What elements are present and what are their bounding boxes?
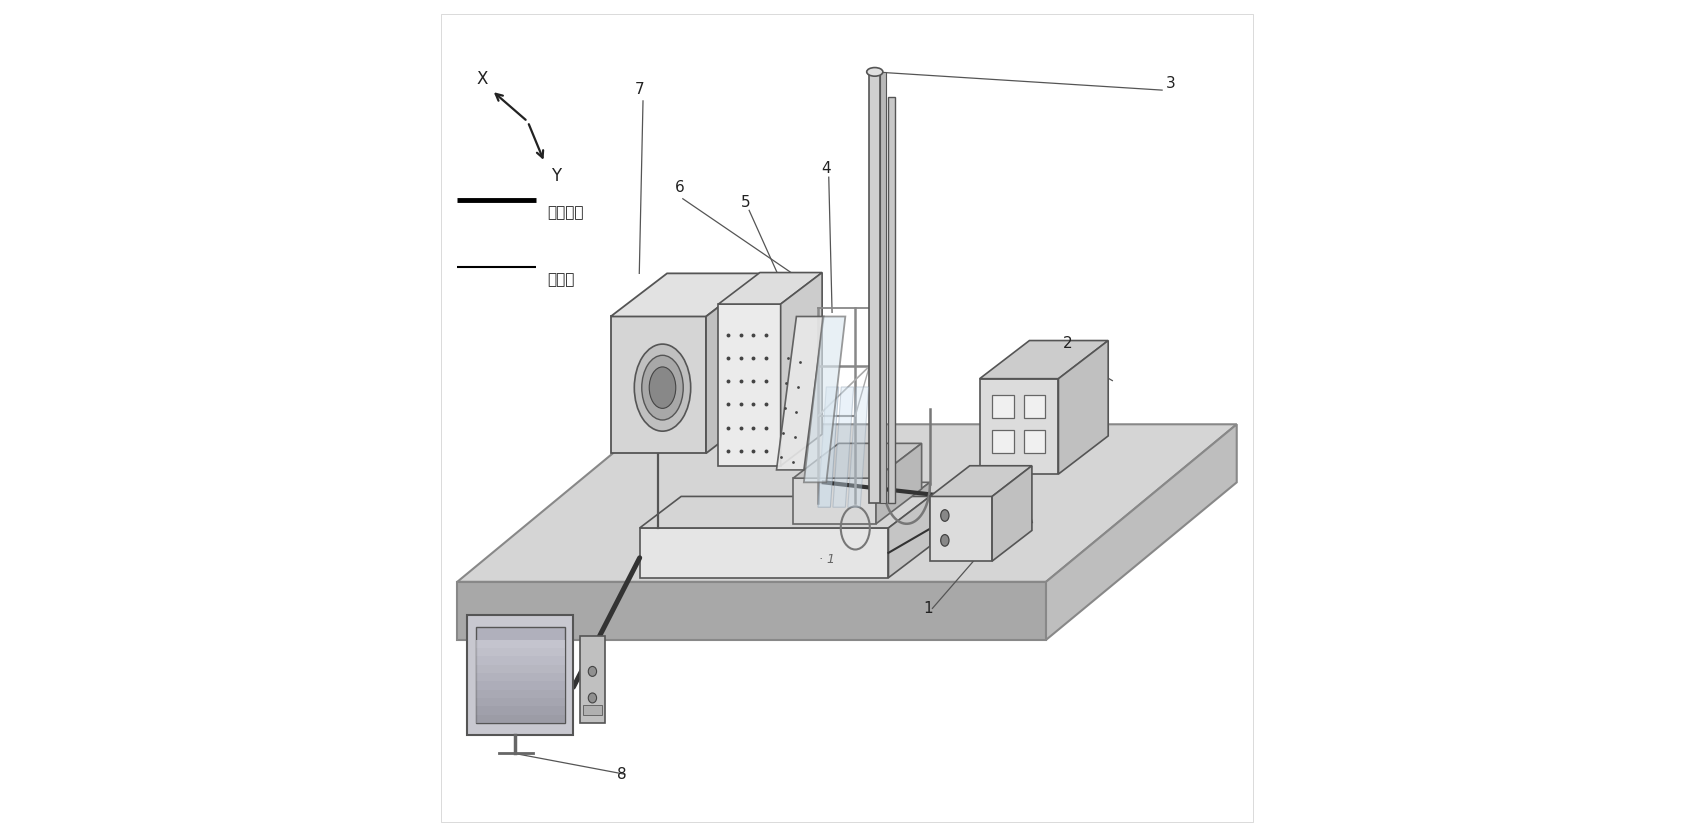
Polygon shape bbox=[930, 497, 993, 561]
Bar bbox=[476, 681, 566, 690]
Ellipse shape bbox=[588, 666, 596, 676]
Text: · 1: · 1 bbox=[818, 552, 835, 566]
Polygon shape bbox=[718, 304, 781, 466]
Text: 入射光纤: 入射光纤 bbox=[547, 206, 583, 220]
Bar bbox=[1023, 395, 1045, 418]
Polygon shape bbox=[640, 497, 930, 528]
Polygon shape bbox=[888, 497, 930, 577]
Polygon shape bbox=[776, 316, 823, 470]
Polygon shape bbox=[640, 528, 888, 577]
Polygon shape bbox=[979, 379, 1059, 474]
Bar bbox=[583, 705, 601, 715]
Polygon shape bbox=[847, 387, 869, 508]
Text: 4: 4 bbox=[822, 161, 832, 176]
Polygon shape bbox=[781, 522, 876, 557]
Text: X: X bbox=[476, 70, 488, 87]
Bar bbox=[468, 615, 573, 735]
Bar bbox=[476, 656, 566, 665]
Polygon shape bbox=[793, 443, 922, 478]
Polygon shape bbox=[979, 340, 1108, 379]
Ellipse shape bbox=[940, 510, 949, 522]
Polygon shape bbox=[805, 316, 845, 483]
Text: 1: 1 bbox=[923, 602, 933, 617]
Bar bbox=[1023, 430, 1045, 453]
Bar bbox=[993, 395, 1013, 418]
Text: 6: 6 bbox=[674, 180, 684, 196]
Ellipse shape bbox=[649, 367, 676, 409]
Ellipse shape bbox=[642, 355, 683, 420]
Text: 信号线: 信号线 bbox=[547, 272, 574, 287]
Polygon shape bbox=[993, 466, 1032, 561]
Ellipse shape bbox=[867, 67, 883, 77]
Polygon shape bbox=[610, 274, 762, 316]
Polygon shape bbox=[876, 443, 922, 524]
Polygon shape bbox=[718, 273, 822, 304]
Bar bbox=[476, 673, 566, 681]
Polygon shape bbox=[818, 387, 839, 508]
Polygon shape bbox=[457, 582, 1045, 640]
Text: 7: 7 bbox=[635, 82, 644, 97]
Polygon shape bbox=[610, 316, 706, 453]
Polygon shape bbox=[781, 483, 930, 522]
Bar bbox=[476, 665, 566, 673]
Bar bbox=[993, 430, 1013, 453]
Polygon shape bbox=[793, 478, 876, 524]
Text: 8: 8 bbox=[617, 767, 627, 782]
Bar bbox=[476, 648, 566, 656]
Polygon shape bbox=[1045, 424, 1237, 640]
Polygon shape bbox=[457, 424, 1237, 582]
Polygon shape bbox=[833, 387, 854, 508]
Bar bbox=[869, 72, 881, 503]
Polygon shape bbox=[876, 483, 930, 557]
Text: 2: 2 bbox=[1062, 336, 1072, 351]
Polygon shape bbox=[706, 274, 762, 453]
Polygon shape bbox=[1059, 340, 1108, 474]
Bar bbox=[476, 627, 566, 723]
Bar bbox=[888, 97, 894, 503]
Polygon shape bbox=[930, 466, 1032, 497]
Bar bbox=[476, 640, 566, 648]
Ellipse shape bbox=[634, 344, 691, 431]
Text: 3: 3 bbox=[1165, 76, 1176, 91]
Bar bbox=[579, 636, 605, 723]
Bar bbox=[476, 698, 566, 706]
Ellipse shape bbox=[588, 693, 596, 703]
Polygon shape bbox=[781, 273, 822, 466]
Bar bbox=[881, 72, 886, 503]
Bar bbox=[476, 706, 566, 715]
Bar bbox=[476, 690, 566, 698]
Text: Y: Y bbox=[551, 166, 561, 185]
Ellipse shape bbox=[940, 535, 949, 546]
Bar bbox=[476, 715, 566, 723]
Text: 5: 5 bbox=[740, 195, 750, 210]
